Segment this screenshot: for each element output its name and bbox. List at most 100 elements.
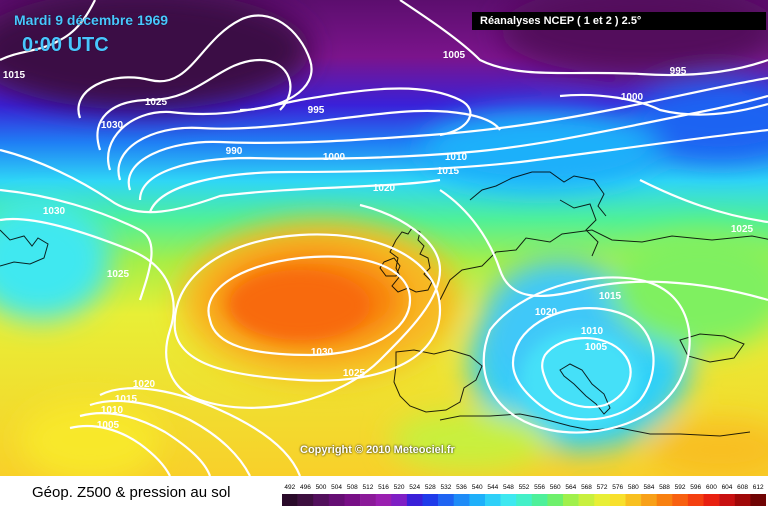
iberia-coastline [393, 349, 483, 413]
isobar [99, 387, 302, 476]
map-footer: Géop. Z500 & pression au sol 492 496 500 50… [0, 476, 768, 512]
isobar [0, 148, 441, 214]
legend-tick-label: 528 [425, 484, 436, 491]
isobar-label: 995 [308, 105, 325, 116]
legend-swatch [594, 494, 611, 506]
legend-tick-label: 540 [472, 484, 483, 491]
legend-swatch [578, 494, 595, 506]
legend-tick-label: 504 [331, 484, 342, 491]
isobar [69, 424, 171, 476]
legend-swatch [531, 494, 548, 506]
isobar-label: 1020 [373, 183, 396, 194]
black-sea-coastline [679, 333, 745, 363]
legend-tick-label: 568 [581, 484, 592, 491]
isobar-label: 1020 [133, 379, 156, 390]
isobar [559, 93, 768, 116]
isobar-label: 1010 [445, 152, 468, 163]
coastlines [0, 171, 768, 437]
legend-tick-label: 584 [643, 484, 654, 491]
legend-swatch [703, 494, 720, 506]
legend-swatch [609, 494, 626, 506]
legend-swatch [422, 494, 439, 506]
legend-swatch [656, 494, 673, 506]
legend-tick-label: 496 [300, 484, 311, 491]
isobar-high-core [207, 255, 412, 357]
isobar-label: 1025 [731, 224, 754, 235]
legend-swatch [547, 494, 564, 506]
isobar-low-core [541, 337, 632, 409]
legend-swatch [313, 494, 330, 506]
isobar-label: 1000 [323, 152, 346, 163]
isobar [79, 412, 212, 476]
europe-mainland-coastline [439, 229, 768, 301]
legend-tick-label: 608 [737, 484, 748, 491]
legend-tick-label: 600 [706, 484, 717, 491]
isobar [173, 233, 442, 382]
z500-field-cores [230, 270, 640, 430]
isobar [482, 276, 691, 434]
isobar-label: 1030 [101, 120, 124, 131]
isobar [89, 399, 251, 476]
isobar-label: 1000 [621, 92, 644, 103]
norway-coastline [469, 171, 607, 217]
legend-tick-label: 564 [565, 484, 576, 491]
legend-swatch [282, 494, 298, 506]
legend-tick-label: 520 [394, 484, 405, 491]
legend-swatch [485, 494, 501, 506]
isobar [77, 14, 313, 119]
legend-tick-label: 544 [487, 484, 498, 491]
legend-swatch [625, 494, 642, 506]
isobar-label: 1015 [437, 166, 460, 177]
isobar [0, 0, 96, 61]
legend-swatch [734, 494, 751, 506]
isobar-label: 1005 [585, 342, 608, 353]
isobar-label: 1010 [101, 405, 124, 416]
legend-swatch [438, 494, 454, 506]
legend-tick-label: 492 [284, 484, 295, 491]
legend-tick-label: 508 [347, 484, 358, 491]
legend-tick-label: 500 [316, 484, 327, 491]
isobar-label: 1025 [145, 97, 168, 108]
legend-swatch [750, 494, 766, 506]
legend-tick-label: 576 [612, 484, 623, 491]
legend-tick-label: 532 [440, 484, 451, 491]
legend-tick-label: 592 [675, 484, 686, 491]
isobar-label: 1030 [43, 206, 66, 217]
legend-swatch [672, 494, 689, 506]
isobar-label: 1015 [115, 394, 138, 405]
legend-swatch [641, 494, 657, 506]
legend-swatch [297, 494, 314, 506]
isobar-label: 1005 [443, 50, 466, 61]
isobar-label: 990 [226, 146, 243, 157]
legend-tick-label: 572 [597, 484, 608, 491]
legend-swatch [516, 494, 533, 506]
isobar [439, 189, 768, 302]
isobar [639, 179, 768, 224]
isobar [511, 307, 655, 421]
legend-swatch [687, 494, 704, 506]
data-source-banner: Réanalyses NCEP ( 1 et 2 ) 2.5° [472, 12, 766, 30]
legend-swatch [469, 494, 486, 506]
copyright-notice: Copyright © 2010 Meteociel.fr [300, 444, 455, 456]
isobar [399, 0, 768, 77]
legend-tick-label: 580 [628, 484, 639, 491]
legend-tick-label: 556 [534, 484, 545, 491]
map-date: Mardi 9 décembre 1969 [14, 12, 169, 28]
isobar-label: 1025 [107, 269, 130, 280]
map-time: 0:00 UTC [22, 34, 109, 56]
legend-tick-label: 588 [659, 484, 670, 491]
legend-tick-label: 596 [690, 484, 701, 491]
legend-tick-label: 612 [753, 484, 764, 491]
isobar-label: 1010 [581, 326, 604, 337]
legend-swatch [328, 494, 345, 506]
isobar [117, 109, 501, 181]
isobar-label: 1030 [311, 347, 334, 358]
isobar-label: 1025 [343, 368, 366, 379]
isobar [0, 203, 442, 409]
legend-swatch [344, 494, 361, 506]
isobar-labels: 1015 1025 1030 995 990 1000 1005 1010 10… [3, 50, 754, 431]
isobar [127, 76, 768, 191]
isobar-label: 1015 [599, 291, 622, 302]
legend-swatch [375, 494, 392, 506]
